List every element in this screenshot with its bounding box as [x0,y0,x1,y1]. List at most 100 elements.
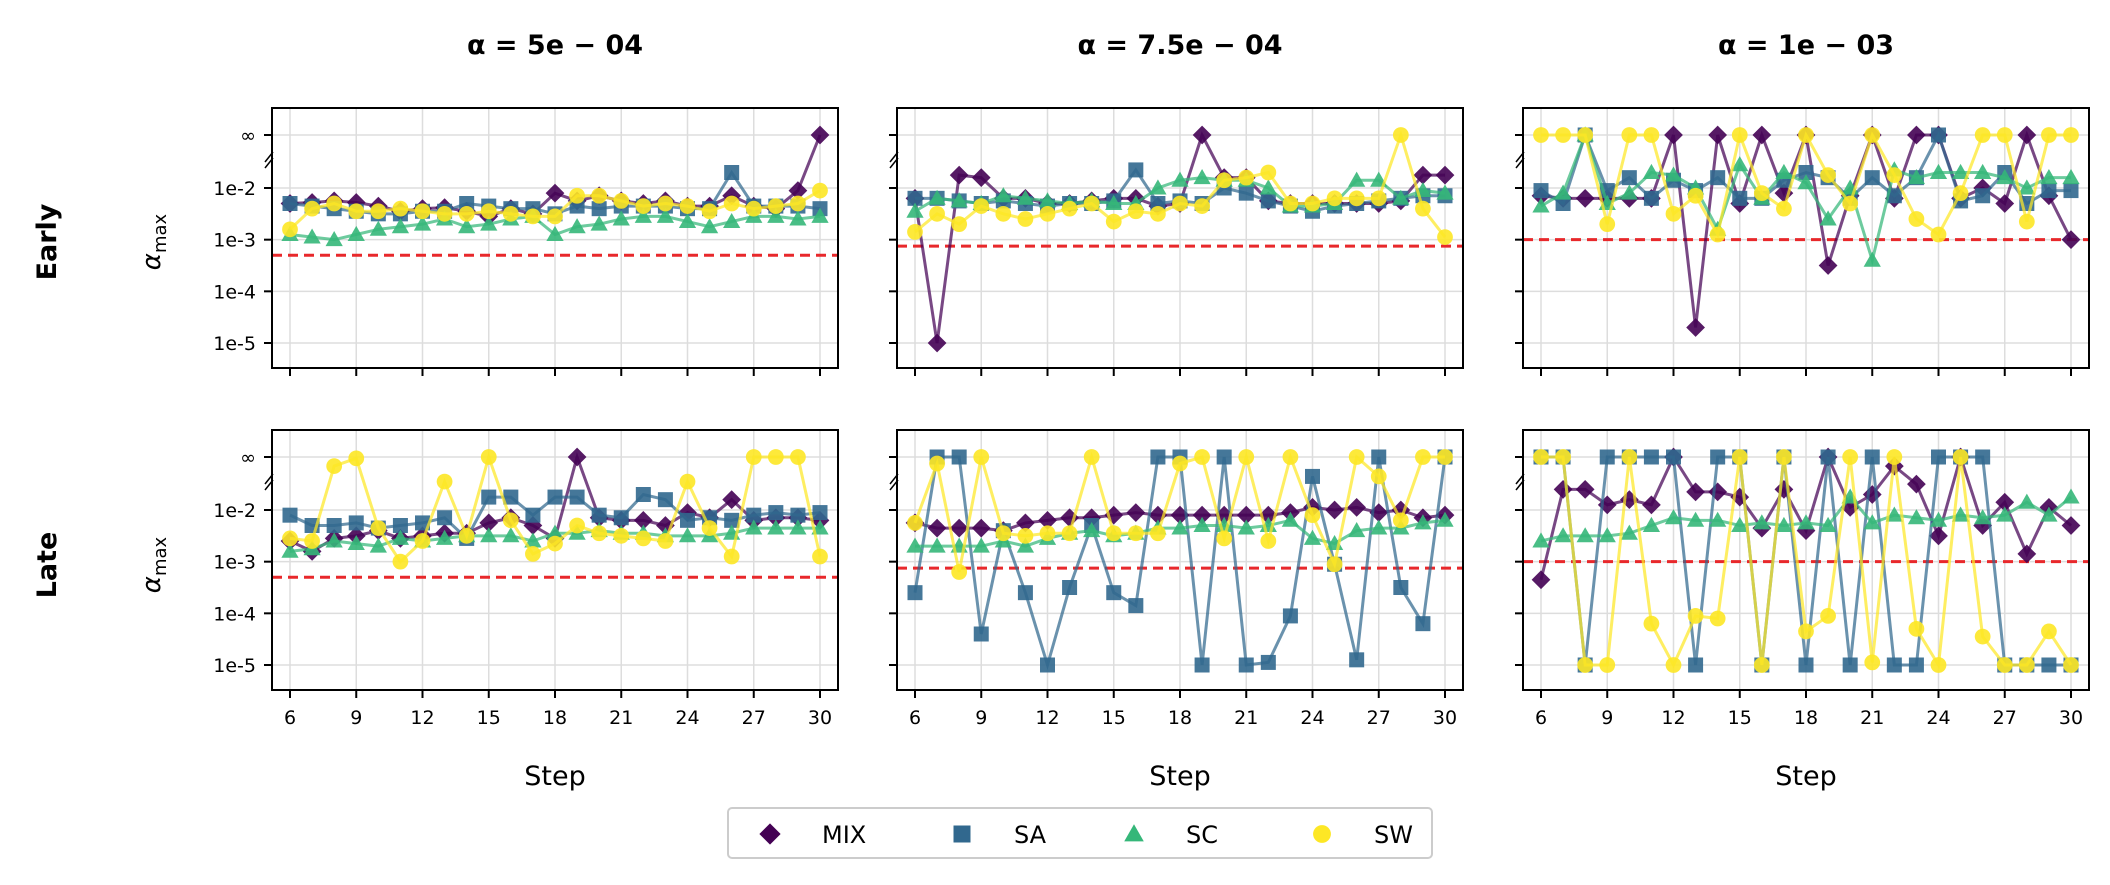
data-point-sw [1753,185,1770,202]
data-point-sw [767,198,784,214]
x-tick-label: 6 [1535,707,1547,729]
data-point-sc [391,218,410,234]
data-point-sa [1128,598,1144,614]
x-tick-label: 6 [284,707,296,729]
axis-break-mark [1515,473,1525,485]
data-point-sa [1216,449,1232,465]
data-point-sw [1798,127,1814,143]
data-point-sw [1304,507,1321,524]
data-point-sa [569,489,585,505]
data-point-sw [1282,195,1299,212]
data-point-sw [1731,449,1748,465]
data-point-sc [612,210,630,226]
data-point-sc [458,218,476,234]
x-tick-label: 18 [543,707,567,729]
data-point-sw [1415,449,1431,465]
data-point-sc [480,215,498,231]
data-point-sc [480,527,498,543]
data-point-sc [1974,163,1992,179]
data-point-sw [613,193,630,209]
data-point-sa [1864,170,1880,186]
data-point-sw [458,205,475,222]
data-point-sc [1303,529,1322,545]
data-point-sw [701,203,718,220]
data-point-mix [1038,510,1057,530]
data-point-mix [1995,492,2015,512]
data-point-sa [2041,183,2057,199]
data-point-sa [790,507,806,523]
y-tick-label: 1e-5 [213,655,256,677]
data-point-sw [1621,127,1638,143]
data-point-sc [1731,156,1749,172]
data-point-sa [973,626,989,642]
data-point-sw [458,527,475,544]
data-point-sa [1040,657,1055,673]
data-point-sw [973,449,990,465]
data-point-mix [1708,482,1728,502]
series-sw [1533,127,2079,243]
panel-early-3 [1515,107,2090,376]
data-point-sc [1686,511,1705,527]
data-point-sw [1665,657,1682,673]
data-point-sw [1643,615,1660,632]
data-point-sw [1238,169,1255,186]
data-point-sc [972,537,990,553]
data-point-sa [1975,449,1991,465]
y-tick-label: ∞ [240,125,256,147]
data-point-sw [1370,190,1387,207]
column-title-2: α = 7.5e − 04 [1077,30,1282,61]
data-point-sa [1533,183,1549,199]
data-point-sw [1083,195,1100,212]
legend-frame [727,807,1433,859]
data-point-sa [1194,657,1210,673]
data-point-sw [1172,195,1188,212]
data-point-sw [907,224,923,240]
data-point-sw [1326,556,1343,573]
data-point-sw [304,200,320,217]
data-point-mix [949,165,969,185]
data-point-sc [1620,524,1638,540]
data-point-sa [1150,449,1166,465]
x-tick-label: 30 [2059,707,2083,729]
data-point-sw [1930,657,1947,673]
data-point-sw [1974,127,1991,143]
data-point-sw [1415,200,1431,217]
data-point-sw [1842,449,1859,465]
data-point-sw [613,527,630,544]
data-point-sc [1532,197,1550,213]
data-point-sw [1687,608,1704,624]
x-axis-label-2: Step [1149,761,1210,792]
x-tick-label: 15 [477,707,501,729]
data-point-sw [348,450,365,467]
data-point-sw [547,535,563,552]
data-point-sc [1775,516,1793,532]
data-point-sw [1996,127,2013,143]
data-point-sw [2041,623,2057,640]
data-point-sw [701,520,718,536]
data-point-sa [1260,193,1276,209]
data-point-sw [1908,620,1925,637]
data-point-sc [1576,527,1594,543]
data-point-sw [1039,525,1056,542]
data-point-sc [1996,169,2014,185]
x-tick-label: 30 [1433,707,1457,729]
data-point-sa [1062,580,1078,595]
data-point-sa [907,190,923,206]
data-point-sw [348,203,365,220]
x-tick-label: 27 [1993,707,2017,729]
x-tick-label: 18 [1794,707,1818,729]
data-point-sc [1819,516,1837,532]
data-point-sa [1798,165,1814,180]
data-point-sw [1709,226,1726,243]
data-point-sa [1820,449,1836,465]
data-point-sw [591,187,608,204]
data-point-mix [810,125,830,145]
data-point-mix [1325,500,1344,520]
data-point-sc [1193,169,1211,185]
y-tick-label: 1e-3 [213,230,256,252]
data-point-mix [2017,544,2037,564]
data-point-sw [657,533,674,549]
data-point-mix [927,518,947,538]
data-point-sw [414,533,431,549]
data-point-sc [281,542,299,558]
